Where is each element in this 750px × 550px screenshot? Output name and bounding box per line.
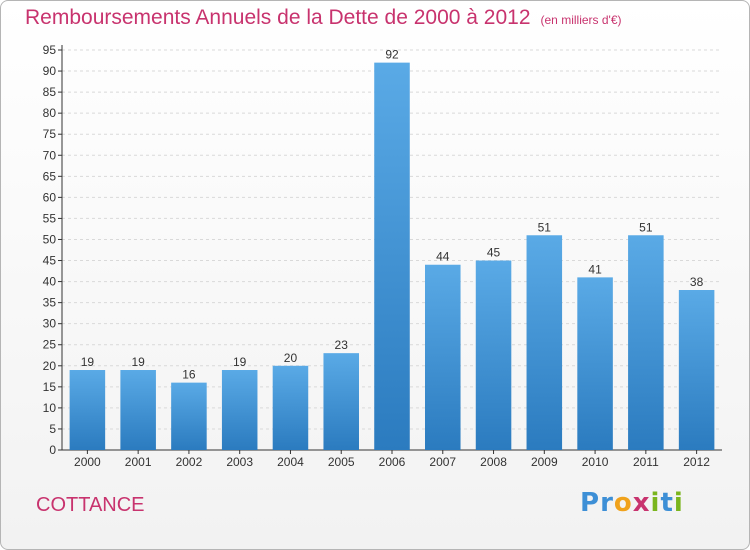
x-tick-label-2012: 2012: [683, 455, 710, 469]
y-tick-label-90: 90: [43, 64, 57, 78]
y-tick-label-20: 20: [43, 359, 57, 373]
data-label-2003: 19: [233, 355, 247, 369]
x-tick-label-2008: 2008: [480, 455, 507, 469]
chart-unit-note: (en milliers d'€): [540, 13, 622, 27]
y-tick-label-5: 5: [49, 422, 56, 436]
x-tick-label-2005: 2005: [328, 455, 355, 469]
y-tick-label-15: 15: [43, 380, 57, 394]
y-tick-label-35: 35: [43, 296, 57, 310]
data-label-2004: 20: [284, 351, 298, 365]
bar-2007: [425, 264, 461, 450]
data-label-2005: 23: [335, 338, 349, 352]
y-tick-label-40: 40: [43, 275, 57, 289]
x-tick-label-2001: 2001: [125, 455, 152, 469]
bars: 19 19 16 19 20 23 92 44 45 51 41 51 38: [69, 48, 715, 450]
y-tick-label-85: 85: [43, 85, 57, 99]
x-tick-label-2010: 2010: [582, 455, 609, 469]
logo-letter: o: [613, 488, 633, 518]
logo-letter: x: [632, 488, 651, 518]
bar-2012: [678, 290, 715, 450]
x-tick-label-2006: 2006: [379, 455, 406, 469]
city-name: COTTANCE: [36, 494, 145, 516]
data-label-2008: 45: [487, 246, 501, 260]
y-tick-label-45: 45: [43, 254, 57, 268]
bar-2002: [171, 382, 207, 450]
data-label-2009: 51: [538, 220, 552, 234]
bar-2000: [69, 370, 106, 450]
y-tick-label-10: 10: [43, 401, 57, 415]
chart-title: Remboursements Annuels de la Dette de 20…: [25, 6, 622, 30]
logo-letter: i: [650, 488, 661, 518]
y-tick-label-75: 75: [43, 127, 57, 141]
y-tick-label-25: 25: [43, 338, 57, 352]
bar-2011: [628, 235, 664, 450]
x-tick-label-2002: 2002: [176, 455, 203, 469]
y-tick-label-55: 55: [43, 211, 57, 225]
bar-2004: [272, 365, 309, 450]
data-label-2012: 38: [690, 275, 704, 289]
data-label-2001: 19: [131, 355, 145, 369]
bar-2006: [374, 62, 410, 450]
x-tick-label-2000: 2000: [74, 455, 101, 469]
bar-2003: [221, 370, 258, 450]
proxiti-logo[interactable]: Proxiti: [580, 488, 684, 518]
data-label-2011: 51: [639, 220, 653, 234]
y-tick-label-60: 60: [43, 190, 57, 204]
chart-title-text: Remboursements Annuels de la Dette de 20…: [25, 6, 531, 29]
bar-2009: [526, 235, 563, 450]
y-tick-label-50: 50: [43, 232, 57, 246]
bar-2010: [577, 277, 613, 450]
logo-letter: r: [600, 488, 614, 518]
bar-2005: [323, 353, 359, 450]
x-tick-label-2011: 2011: [633, 455, 659, 469]
logo-letter: i: [673, 488, 684, 518]
y-tick-label-65: 65: [43, 169, 57, 183]
data-label-2007: 44: [436, 250, 450, 264]
data-label-2010: 41: [588, 262, 602, 276]
data-label-2002: 16: [182, 368, 196, 382]
x-tick-label-2007: 2007: [429, 455, 456, 469]
logo-letter: P: [580, 488, 601, 518]
x-tick-label-2009: 2009: [531, 455, 558, 469]
y-tick-label-70: 70: [43, 148, 57, 162]
data-label-2000: 19: [81, 355, 95, 369]
y-tick-label-30: 30: [43, 317, 57, 331]
bar-2008: [475, 260, 512, 450]
y-tick-label-80: 80: [43, 106, 57, 120]
y-tick-label-95: 95: [43, 43, 57, 57]
data-label-2006: 92: [385, 48, 399, 62]
bar-2001: [120, 370, 156, 450]
x-tick-label-2003: 2003: [226, 455, 253, 469]
y-tick-label-0: 0: [49, 443, 56, 457]
x-tick-label-2004: 2004: [277, 455, 304, 469]
logo-letter: t: [660, 488, 674, 518]
